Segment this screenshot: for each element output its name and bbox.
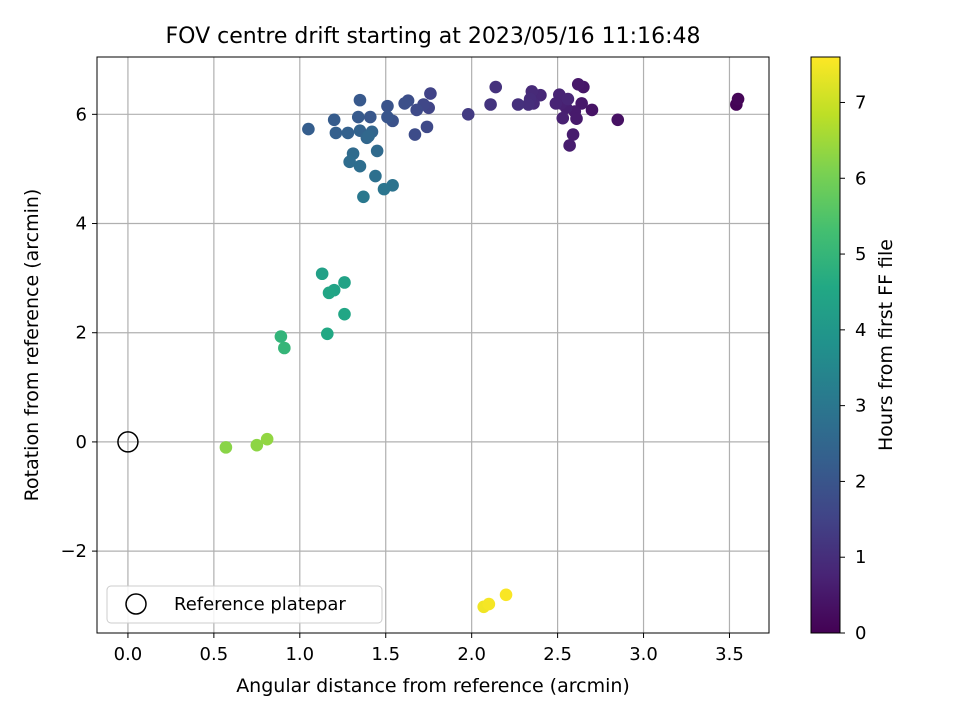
data-point: [338, 307, 351, 321]
plot-frame: [96, 56, 770, 634]
colorbar-label: Hours from first FF file: [875, 239, 897, 451]
x-tick-label: 0.5: [200, 644, 229, 665]
x-axis-label: Angular distance from reference (arcmin): [236, 675, 630, 697]
legend-marker-circle-icon: [125, 593, 147, 615]
data-point: [381, 110, 394, 124]
legend: Reference platepar: [106, 585, 383, 624]
colorbar-tick-label: 1: [855, 547, 866, 568]
data-point: [302, 122, 315, 136]
colorbar-tick-label: 5: [855, 244, 866, 265]
x-tick-label: 1.0: [285, 644, 314, 665]
colorbar-tick-label: 2: [855, 471, 866, 492]
colorbar-tick-label: 3: [855, 396, 866, 417]
data-point: [343, 155, 356, 169]
data-point: [315, 267, 329, 281]
colorbar-ticks: 0 1 2 3 4 5 6 7: [840, 92, 866, 644]
data-point: [731, 92, 745, 106]
x-tick-label: 0.0: [114, 644, 143, 665]
data-point: [322, 286, 336, 300]
data-point: [420, 120, 434, 134]
data-point: [410, 103, 423, 117]
data-point: [482, 597, 496, 611]
data-point: [522, 98, 535, 111]
data-point: [398, 97, 411, 110]
data-point: [351, 110, 365, 124]
colorbar-frame: [810, 56, 841, 634]
data-point: [357, 190, 370, 204]
data-point: [321, 327, 334, 341]
data-point: [329, 126, 343, 140]
x-axis-ticks: 0.0 0.5 1.0 1.5 2.0 2.5 3.0 3.5: [114, 633, 744, 665]
data-point: [369, 169, 382, 183]
data-point: [341, 126, 355, 140]
data-point: [549, 97, 563, 110]
data-point: [363, 110, 377, 124]
data-point: [571, 77, 585, 91]
y-tick-label: −2: [60, 541, 87, 562]
y-tick-label: 0: [76, 432, 87, 453]
data-point: [338, 276, 351, 289]
x-tick-label: 2.0: [457, 644, 486, 665]
data-point: [274, 330, 288, 343]
data-point: [381, 99, 394, 113]
data-point: [278, 341, 291, 355]
data-point: [461, 108, 475, 121]
data-point: [327, 113, 341, 127]
data-point: [563, 139, 576, 152]
data-point: [499, 588, 513, 602]
scatter-points: [219, 77, 745, 614]
legend-label: Reference platepar: [174, 594, 346, 615]
data-point: [362, 129, 375, 143]
x-tick-label: 3.0: [629, 644, 658, 665]
data-point: [377, 182, 391, 196]
reference-marker-layer: [117, 431, 139, 453]
data-point: [484, 98, 497, 111]
x-tick-label: 1.5: [371, 644, 400, 665]
data-point: [353, 93, 367, 107]
legend-box: [106, 585, 383, 624]
y-axis-ticks: −2 0 2 4 6: [60, 104, 97, 562]
data-point: [585, 103, 599, 117]
colorbar-tick-label: 0: [855, 623, 866, 644]
data-point: [260, 432, 274, 446]
colorbar-gradient: [811, 57, 840, 633]
colorbar-tick-label: 7: [855, 92, 866, 113]
x-tick-label: 3.5: [715, 644, 744, 665]
data-point: [353, 159, 367, 173]
data-point: [370, 144, 384, 158]
data-point: [570, 112, 583, 125]
data-point: [511, 98, 525, 111]
chart-title: FOV centre drift starting at 2023/05/16 …: [166, 24, 701, 49]
y-tick-label: 4: [76, 214, 87, 235]
x-tick-label: 2.5: [543, 644, 572, 665]
data-point: [556, 111, 570, 125]
data-point: [250, 438, 264, 452]
grid-lines: [97, 57, 769, 633]
data-point: [566, 128, 580, 141]
y-tick-label: 6: [76, 104, 87, 125]
data-point: [408, 128, 422, 141]
data-point: [611, 113, 625, 127]
data-point: [424, 87, 437, 100]
data-point: [489, 80, 503, 94]
data-point: [561, 92, 575, 106]
data-point: [219, 441, 233, 454]
colorbar-tick-label: 4: [855, 320, 866, 341]
colorbar: 0 1 2 3 4 5 6 7 Hours from first FF file: [810, 56, 897, 644]
colorbar-tick-label: 6: [855, 168, 866, 189]
y-axis-label: Rotation from reference (arcmin): [21, 189, 43, 502]
y-tick-label: 2: [76, 323, 87, 344]
reference-point-marker: [117, 431, 139, 453]
